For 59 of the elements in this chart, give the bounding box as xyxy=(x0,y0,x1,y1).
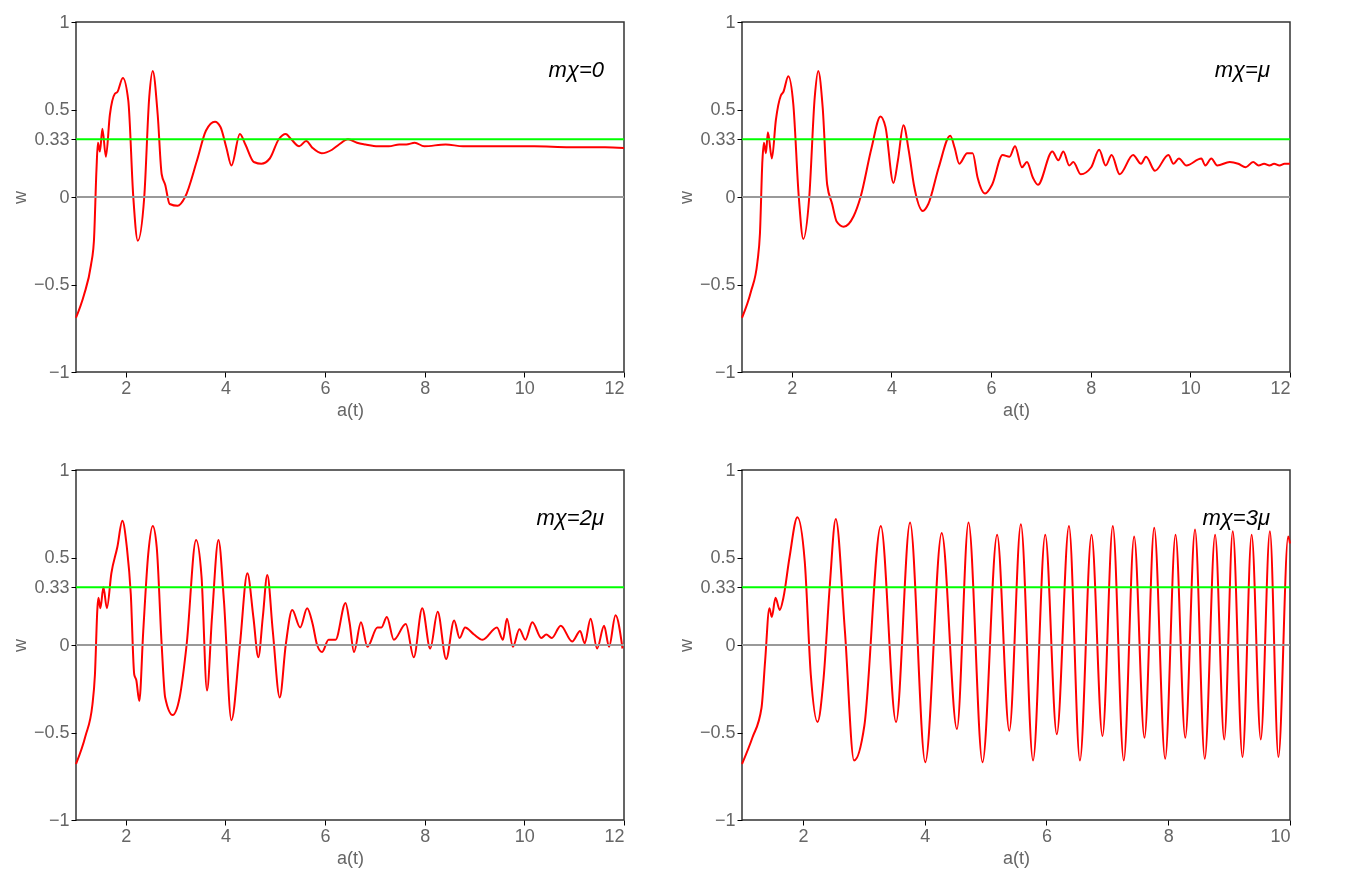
y-tick-label: 1 xyxy=(59,11,70,32)
x-tick-label: 2 xyxy=(121,377,132,398)
y-tick-label: 0 xyxy=(59,186,70,207)
y-tick-label: 0.5 xyxy=(710,99,736,119)
x-tick-label: 10 xyxy=(1270,825,1291,846)
annotation: mχ=3μ xyxy=(1202,505,1270,530)
x-tick-label: 12 xyxy=(1270,377,1291,398)
x-axis-title: a(t) xyxy=(337,847,364,868)
x-tick-label: 6 xyxy=(320,825,331,846)
x-tick-label: 4 xyxy=(920,825,931,846)
y-tick-label: −0.5 xyxy=(33,722,70,742)
x-axis-title: a(t) xyxy=(1003,847,1030,868)
x-tick-label: 4 xyxy=(220,377,231,398)
x-tick-label: 8 xyxy=(1086,377,1097,398)
x-tick-label: 8 xyxy=(420,377,431,398)
y-tick-label: 0.5 xyxy=(44,547,70,567)
x-tick-label: 4 xyxy=(220,825,231,846)
y-tick-label: −1 xyxy=(714,809,736,830)
annotation: mχ=2μ xyxy=(536,505,604,530)
x-tick-label: 10 xyxy=(514,825,535,846)
x-tick-label: 6 xyxy=(320,377,331,398)
x-tick-label: 8 xyxy=(1163,825,1174,846)
y-tick-label: 0 xyxy=(59,634,70,655)
y-tick-label: 0.33 xyxy=(34,128,70,149)
x-tick-label: 6 xyxy=(1041,825,1052,846)
y-tick-label: 0.33 xyxy=(700,576,736,597)
y-tick-label: 1 xyxy=(59,459,70,480)
x-tick-label: 6 xyxy=(986,377,997,398)
x-tick-label: 10 xyxy=(514,377,535,398)
y-tick-label: −1 xyxy=(48,361,70,382)
y-tick-label: −0.5 xyxy=(33,274,70,294)
y-axis-title: w xyxy=(675,638,696,653)
x-tick-label: 4 xyxy=(886,377,897,398)
y-tick-label: 1 xyxy=(725,459,736,480)
y-tick-label: 0.5 xyxy=(710,547,736,567)
x-tick-label: 2 xyxy=(121,825,132,846)
y-tick-label: 0 xyxy=(725,186,736,207)
y-tick-label: 0.33 xyxy=(700,128,736,149)
y-tick-label: −0.5 xyxy=(699,722,736,742)
annotation: mχ=μ xyxy=(1214,57,1270,82)
x-tick-label: 12 xyxy=(604,377,625,398)
x-tick-label: 10 xyxy=(1180,377,1201,398)
y-tick-label: 0.5 xyxy=(44,99,70,119)
y-tick-label: −1 xyxy=(48,809,70,830)
y-tick-label: −0.5 xyxy=(699,274,736,294)
y-axis-title: w xyxy=(9,638,30,653)
annotation: mχ=0 xyxy=(548,57,605,82)
x-tick-label: 2 xyxy=(798,825,809,846)
x-axis-title: a(t) xyxy=(1003,399,1030,420)
y-tick-label: 0.33 xyxy=(34,576,70,597)
y-axis-title: w xyxy=(675,190,696,205)
y-axis-title: w xyxy=(9,190,30,205)
x-tick-label: 8 xyxy=(420,825,431,846)
x-tick-label: 12 xyxy=(604,825,625,846)
x-axis-title: a(t) xyxy=(337,399,364,420)
x-tick-label: 2 xyxy=(787,377,798,398)
y-tick-label: 1 xyxy=(725,11,736,32)
y-tick-label: 0 xyxy=(725,634,736,655)
y-tick-label: −1 xyxy=(714,361,736,382)
